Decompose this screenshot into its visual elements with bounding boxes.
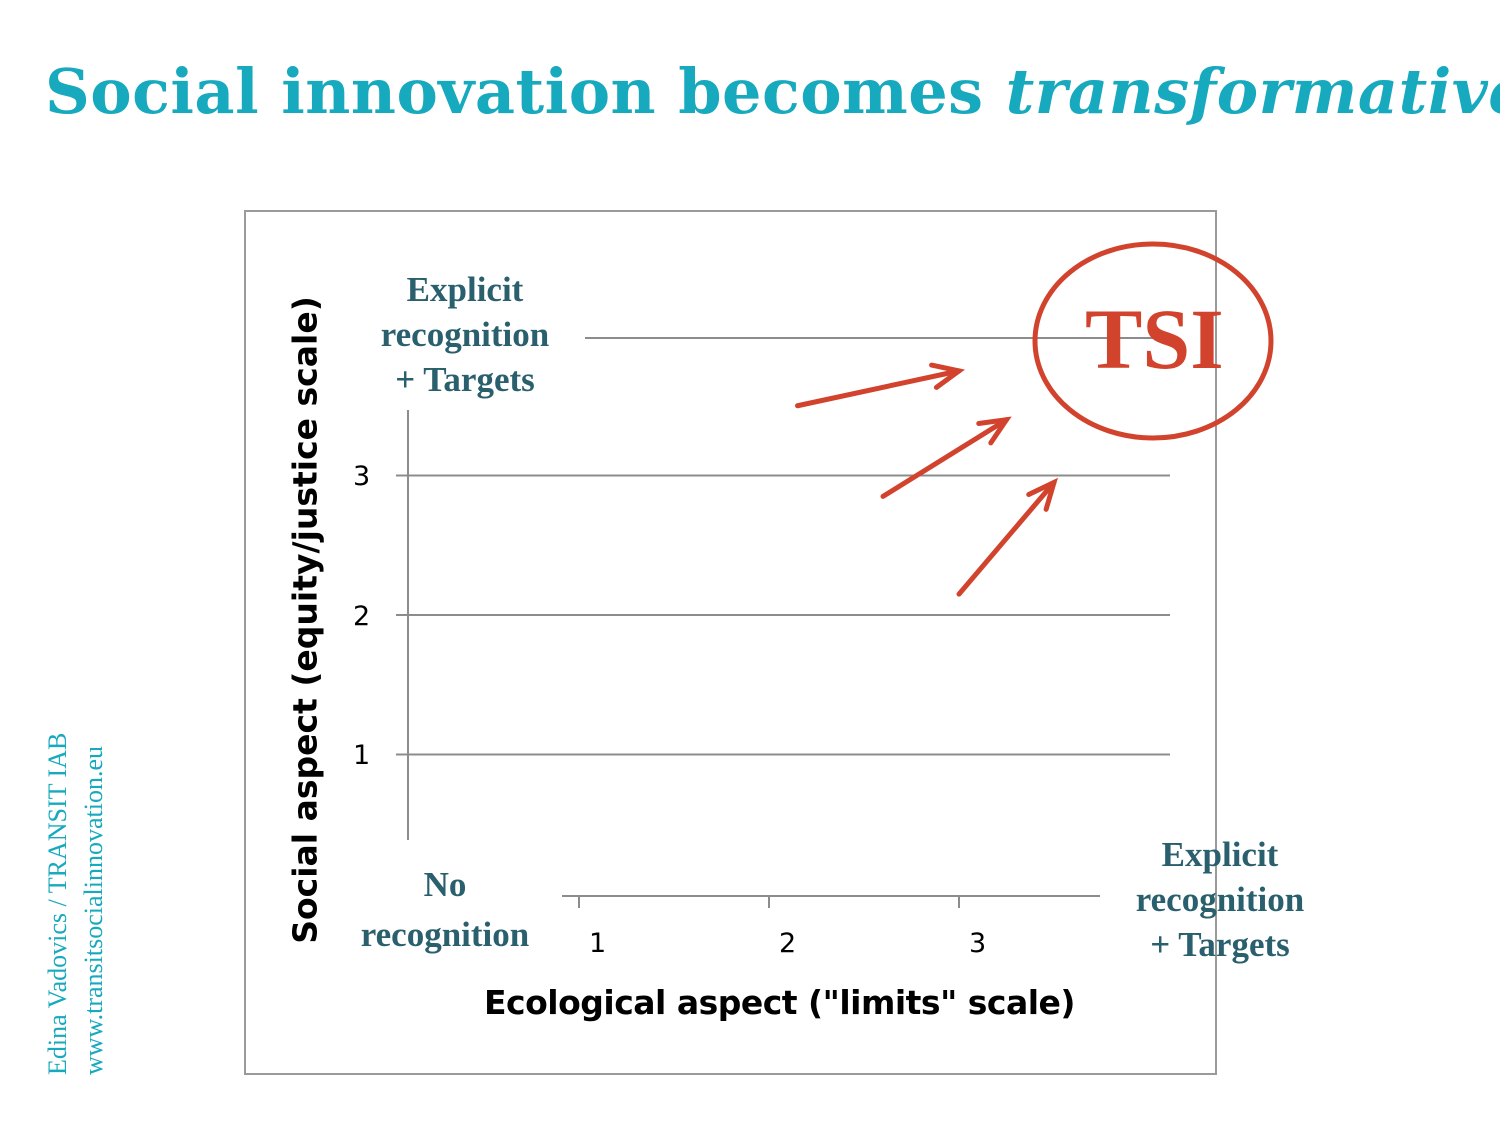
arrow-head — [1026, 477, 1058, 512]
y-axis-label: Social aspect (equity/justice scale) — [285, 296, 325, 944]
slide-title: Social innovation becomes transformative… — [45, 55, 1500, 128]
title-emphasis: transformative — [1005, 55, 1500, 128]
arrow-shaft — [795, 368, 962, 409]
x-tick-label: 3 — [969, 928, 987, 959]
x-low-category-label: No recognition — [335, 860, 555, 960]
x-high-line: Explicit — [1161, 835, 1279, 874]
x-high-line: + Targets — [1150, 925, 1290, 964]
arrow-shaft — [880, 417, 1009, 499]
tsi-annotation: TSI — [1085, 291, 1224, 387]
x-high-line: recognition — [1135, 880, 1305, 919]
y-high-line: Explicit — [406, 270, 524, 309]
x-axis-label: Ecological aspect ("limits" scale) — [484, 983, 1076, 1022]
y-high-category-label: Explicit recognition + Targets — [365, 267, 565, 402]
x-tick-label: 1 — [589, 928, 607, 959]
x-low-line: recognition — [360, 915, 530, 954]
arrow-head — [929, 362, 965, 390]
arrow-head — [976, 416, 1012, 446]
tsi-ellipse — [1032, 241, 1274, 441]
x-high-category-label: Explicit recognition + Targets — [1120, 832, 1320, 967]
y-tick-label: 3 — [353, 461, 371, 492]
y-high-line: recognition — [380, 315, 550, 354]
y-tick-label: 1 — [353, 740, 371, 771]
x-low-line: No — [423, 865, 467, 904]
y-tick-label: 2 — [353, 601, 371, 632]
y-high-line: + Targets — [395, 360, 535, 399]
arrow-shaft — [956, 479, 1057, 597]
title-main: Social innovation becomes — [45, 55, 1006, 128]
x-tick-label: 2 — [779, 928, 797, 959]
chart-frame — [244, 210, 1217, 1075]
